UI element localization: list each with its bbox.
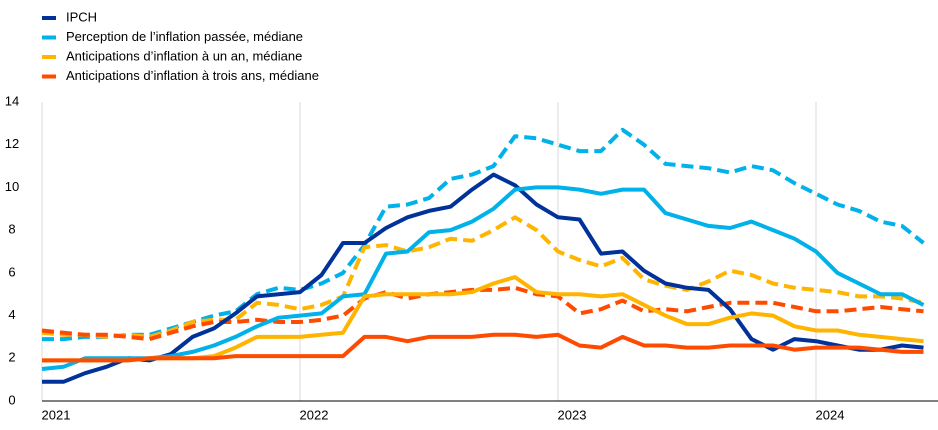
grid: 0 2 4 6 8 10 12 14 2021 2022 2023 2024 xyxy=(5,93,938,422)
x-tick-label: 2023 xyxy=(558,407,587,422)
legend-label: Perception de l’inflation passée, médian… xyxy=(66,29,303,44)
dashed-line xyxy=(41,285,924,342)
legend: IPCH Perception de l’inflation passée, mé… xyxy=(42,9,319,83)
line xyxy=(41,185,925,371)
y-tick-label: 12 xyxy=(5,136,19,151)
y-tick-label: 10 xyxy=(5,179,19,194)
y-tick-label: 4 xyxy=(8,307,15,322)
legend-label: Anticipations d’inflation à trois ans, m… xyxy=(66,68,319,83)
x-tick-label: 2024 xyxy=(816,407,845,422)
dashed-line xyxy=(41,215,924,339)
line xyxy=(42,332,924,363)
y-tick-label: 14 xyxy=(5,93,19,108)
y-tick-label: 0 xyxy=(8,392,15,407)
y-tick-label: 2 xyxy=(8,350,15,365)
y-tick-label: 8 xyxy=(8,222,15,237)
legend-label: Anticipations d’inflation à un an, média… xyxy=(66,48,302,63)
lines xyxy=(41,127,925,384)
x-tick-label: 2021 xyxy=(42,407,71,422)
y-tick-label: 6 xyxy=(8,264,15,279)
x-tick-label: 2022 xyxy=(300,407,329,422)
legend-label: IPCH xyxy=(66,9,97,24)
